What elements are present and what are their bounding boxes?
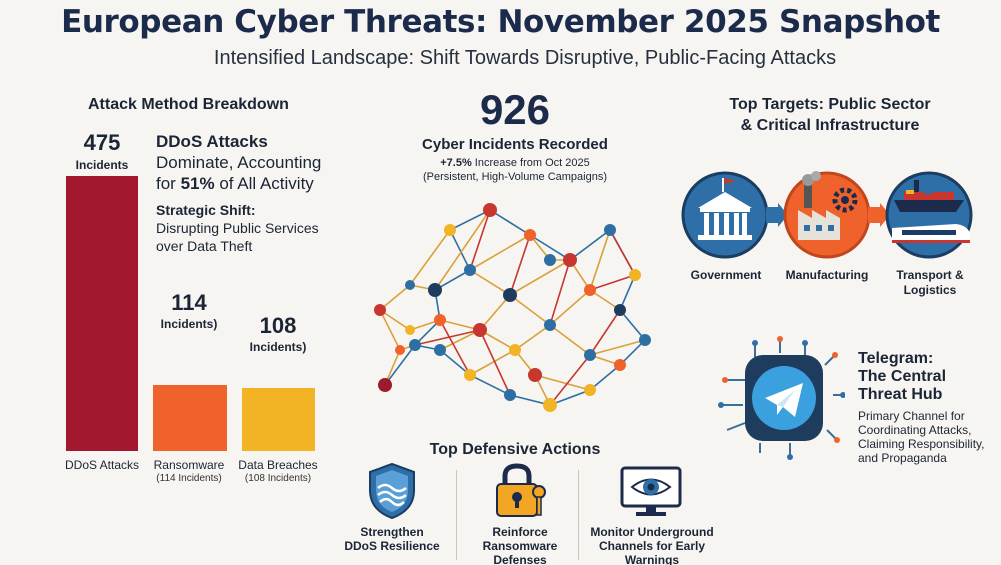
telegram-desc-line2: Coordinating Attacks, [858, 423, 972, 437]
shield-icon [369, 462, 415, 520]
telegram-heading-line1: Telegram: [858, 350, 934, 367]
defense-item-line2: Channels for Early [598, 539, 706, 553]
bar-sublabel: (114 Incidents) [156, 473, 222, 484]
defense-item-line1: Reinforce [492, 525, 548, 539]
defense-item-line2: Ransomware [482, 539, 558, 553]
bar-unit-label: Incidents [75, 158, 129, 172]
bar-ddos [66, 176, 138, 451]
telegram-heading-line2: The Central [858, 368, 947, 385]
shift-line1: Disrupting Public Services [156, 220, 319, 236]
factory-icon [783, 171, 871, 259]
defense-item: Reinforce Ransomware Defenses [468, 525, 572, 565]
telegram-heading-line3: Threat Hub [858, 386, 943, 403]
defense-item-line2: DDoS Resilience [344, 539, 440, 553]
ddos-line3-post: of All Activity [214, 174, 314, 193]
ddos-line2: Dominate, Accounting [156, 153, 322, 172]
telegram-desc-line1: Primary Channel for [858, 409, 965, 423]
bar-value-label: 114 [171, 290, 207, 315]
shift-heading: Strategic Shift: [156, 202, 256, 218]
target-label-transport-line2: Logistics [903, 283, 957, 297]
defense-item-line1: Monitor Underground [590, 525, 714, 539]
ddos-percentage: 51% [180, 174, 215, 193]
telegram-desc-line4: and Propaganda [858, 451, 947, 465]
network-graph-icon [374, 203, 651, 412]
defense-divider [456, 470, 457, 560]
incident-change-pct: +7.5% [440, 157, 472, 169]
page-title: European Cyber Threats: November 2025 Sn… [61, 4, 940, 40]
bar-category-label: DDoS Attacks [64, 458, 140, 472]
bar-unit-label: Incidents) [249, 340, 307, 354]
incident-note: (Persistent, High-Volume Campaigns) [422, 171, 608, 183]
lock-key-icon [496, 463, 546, 517]
bar-ransomware [153, 385, 227, 451]
ddos-line3-pre: for [156, 174, 181, 193]
arrow-right-icon [868, 203, 890, 227]
bar-unit-label: Incidents) [160, 317, 218, 331]
telegram-icon [718, 336, 845, 460]
page-subtitle: Intensified Landscape: Shift Towards Dis… [213, 47, 837, 69]
defense-divider [578, 470, 579, 560]
bar-category-label: Data Breaches [238, 458, 318, 472]
incident-count: 926 [479, 86, 551, 133]
incident-label: Cyber Incidents Recorded [422, 136, 608, 153]
telegram-desc-line3: Claiming Responsibility, [858, 437, 985, 451]
shift-line2: over Data Theft [156, 238, 253, 254]
defense-item: Monitor Underground Channels for Early W… [582, 525, 722, 565]
target-label-government: Government [690, 268, 762, 282]
defense-item: Strengthen DDoS Resilience [340, 525, 444, 553]
telegram-callout: Telegram: The Central Threat Hub Primary… [858, 350, 998, 465]
defense-item-line3: Warnings [624, 553, 680, 565]
bar-sublabel: (108 Incidents) [244, 473, 312, 484]
incident-change: +7.5% Increase from Oct 2025 [385, 157, 645, 169]
ddos-callout: DDoS Attacks Dominate, Accounting for 51… [156, 131, 356, 255]
ddos-line3: for 51% of All Activity [156, 173, 356, 194]
targets-heading-line1: Top Targets: Public Sector [729, 96, 931, 113]
target-label-manufacturing: Manufacturing [785, 268, 869, 282]
government-building-icon [681, 171, 769, 259]
arrow-right-icon [766, 203, 788, 227]
incident-change-text: Increase from Oct 2025 [471, 157, 590, 169]
ddos-headline: DDoS Attacks [156, 132, 268, 151]
bar-value-label: 108 [259, 313, 297, 338]
bar-data-breaches [242, 388, 315, 451]
targets-heading-line2: & Critical Infrastructure [740, 117, 920, 134]
ship-train-icon [885, 171, 973, 259]
defense-item-line1: Strengthen [360, 525, 424, 539]
monitor-eye-icon [620, 466, 682, 516]
defense-item-line3: Defenses [493, 553, 547, 565]
defense-heading: Top Defensive Actions [429, 441, 601, 458]
bar-category-label: Ransomware [153, 458, 225, 472]
target-label-transport: Transport & [896, 268, 964, 282]
bar-value-label: 475 [83, 130, 121, 155]
attack-breakdown-heading: Attack Method Breakdown [88, 96, 289, 113]
